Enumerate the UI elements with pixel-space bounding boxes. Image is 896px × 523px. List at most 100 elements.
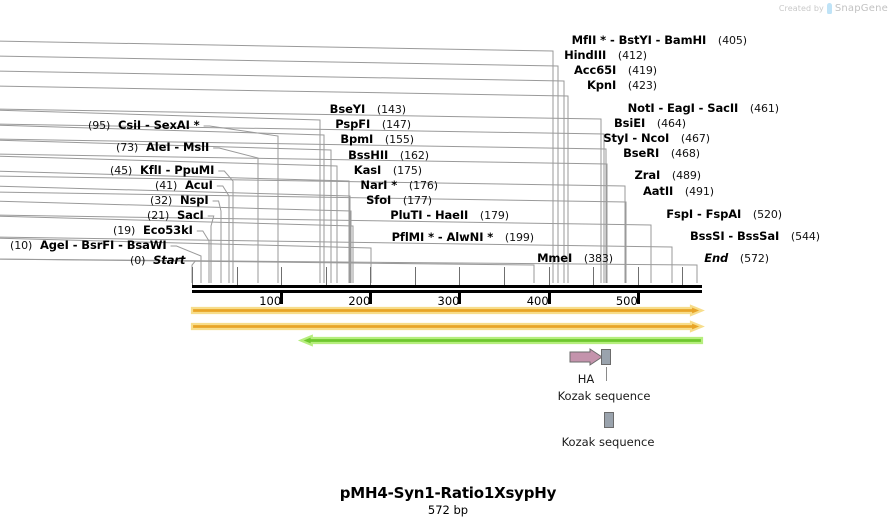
enzyme-position: (73) [116, 141, 139, 154]
enzyme-label-bseri[interactable]: BseRI (468) [0, 146, 700, 160]
enzyme-name: SexAI * [153, 118, 200, 132]
enzyme-name: ZraI [634, 168, 661, 182]
enzyme-name: PpuMI [174, 163, 215, 177]
enzyme-label-end[interactable]: End (572) [0, 252, 769, 265]
enzyme-name: KpnI [586, 78, 617, 92]
enzyme-position: (10) [10, 239, 33, 252]
enzyme-name: FspAI [705, 207, 742, 221]
ruler-guide-line [504, 267, 506, 285]
enzyme-label-start[interactable]: (0) Start [130, 253, 186, 267]
enzyme-label-nspi[interactable]: (32) NspI [150, 193, 209, 207]
enzyme-name-separator: - [422, 208, 435, 222]
enzyme-label-fspi-fspai[interactable]: FspI - FspAI (520) [0, 207, 782, 221]
enzyme-name-separator: - [434, 230, 447, 244]
ruler-guide-line [370, 267, 372, 285]
enzyme-label-mfli-bstyi-bamhi[interactable]: MfII * - BstYI - BamHI (405) [0, 33, 747, 47]
enzyme-position: (383) [583, 252, 613, 265]
enzyme-label-kpni[interactable]: KpnI (423) [0, 78, 657, 92]
enzyme-name: AlwNI * [446, 230, 494, 244]
ruler-tick-mark-300 [458, 293, 462, 304]
ruler-tick-label-300: 300 [437, 294, 460, 308]
enzyme-label-bpmi[interactable]: BpmI (155) [0, 133, 414, 146]
enzyme-position: (32) [150, 194, 173, 207]
enzyme-label-sfoi[interactable]: SfoI (177) [0, 193, 432, 207]
feature-track-track-2[interactable] [190, 320, 705, 333]
enzyme-position: (45) [110, 164, 133, 177]
feature-label-ha-feature: HA [577, 372, 595, 386]
enzyme-label-saci[interactable]: (21) SacI [147, 208, 204, 222]
enzyme-position: (175) [392, 164, 422, 177]
enzyme-name: AcuI [185, 178, 213, 192]
enzyme-position: (412) [617, 49, 647, 62]
enzyme-label-mmei[interactable]: MmeI (383) [0, 251, 613, 265]
enzyme-position: (572) [739, 252, 769, 265]
enzyme-label-styi-ncoi[interactable]: StyI - NcoI (467) [0, 132, 710, 144]
enzyme-name-separator: - [724, 229, 737, 243]
enzyme-label-aatii[interactable]: AatII (491) [0, 185, 714, 198]
enzyme-label-kfli-ppumi[interactable]: (45) KflI - PpuMI [110, 163, 215, 177]
feature-shape-ha-feature[interactable] [569, 348, 603, 366]
watermark-created-by-label: Created by [778, 4, 824, 13]
enzyme-label-zrai[interactable]: ZraI (489) [0, 168, 702, 182]
enzyme-label-bsssi-bsssai[interactable]: BssSI - BssSaI (544) [0, 229, 820, 243]
enzyme-position: (41) [155, 179, 178, 192]
feature-track-track-3[interactable] [297, 334, 704, 347]
enzyme-position: (491) [684, 185, 714, 198]
enzyme-label-bsiei[interactable]: BsiEI (464) [0, 117, 686, 130]
enzyme-label-bseyi[interactable]: BseYI (143) [0, 102, 406, 116]
enzyme-name: BseYI [329, 102, 366, 116]
enzyme-position: (155) [384, 133, 414, 146]
snapgene-watermark: Created by SnapGene [779, 3, 888, 14]
enzyme-name: AleI [146, 140, 171, 154]
enzyme-position: (176) [408, 179, 438, 192]
enzyme-name: KasI [353, 163, 382, 177]
enzyme-name: MmeI [537, 251, 573, 265]
enzyme-name: BssSaI [737, 229, 780, 243]
enzyme-name: BseRI [623, 146, 660, 160]
ruler-guide-line [548, 267, 550, 285]
enzyme-name: EagI [667, 101, 695, 115]
ruler-guide-line [192, 267, 193, 285]
enzyme-name: NspI [180, 193, 209, 207]
enzyme-name: HaeII [434, 208, 469, 222]
enzyme-label-pflmi-alwni[interactable]: PflMI * - AlwNI * (199) [0, 230, 535, 244]
feature-shape-kozak-upper[interactable] [601, 349, 611, 365]
enzyme-name: KflI [140, 163, 162, 177]
enzyme-label-csii-sexai[interactable]: (95) CsiI - SexAI * [88, 118, 200, 132]
enzyme-name: SacI [177, 208, 204, 222]
ruler-guide-line [325, 267, 327, 285]
ruler-tick-label-500: 500 [615, 294, 638, 308]
enzyme-label-eco53ki[interactable]: (19) Eco53kI [113, 224, 193, 236]
enzyme-label-pluti-haeii[interactable]: PluTI - HaeII (179) [0, 208, 509, 222]
enzyme-label-agei-bsrfi-bsawi[interactable]: (10) AgeI - BsrFI - BsaWI [10, 239, 167, 252]
enzyme-name: PspFI [335, 117, 371, 131]
enzyme-position: (461) [749, 102, 779, 115]
enzyme-name: HindIII [564, 48, 607, 62]
ruler-guide-line [236, 267, 238, 285]
ruler-tick-label-200: 200 [348, 294, 371, 308]
enzyme-name-separator: - [141, 118, 154, 132]
enzyme-label-alei-mslii[interactable]: (73) AleI - MslI [116, 140, 209, 154]
enzyme-label-acc65i[interactable]: Acc65I (419) [0, 63, 657, 77]
enzyme-label-kasi[interactable]: KasI (175) [0, 163, 422, 177]
enzyme-label-noti-eagi-sacii[interactable]: NotI - EagI - SacII (461) [0, 101, 779, 115]
enzyme-position: (179) [479, 209, 509, 222]
enzyme-label-bsshii[interactable]: BssHII (162) [0, 149, 429, 162]
enzyme-label-hindiii[interactable]: HindIII (412) [0, 48, 647, 62]
enzyme-label-nari[interactable]: NarI * (176) [0, 179, 438, 192]
enzyme-name: Start [153, 253, 186, 267]
feature-shape-kozak-lower[interactable] [604, 412, 614, 428]
enzyme-position: (162) [399, 149, 429, 162]
feature-track-track-1[interactable] [190, 304, 705, 317]
feature-label-kozak-upper: Kozak sequence [557, 389, 651, 403]
enzyme-position: (464) [656, 117, 686, 130]
enzyme-name: BamHI [664, 33, 707, 47]
enzyme-name: SfoI [366, 193, 392, 207]
enzyme-name: PluTI [390, 208, 423, 222]
enzyme-label-acui[interactable]: (41) AcuI [155, 178, 213, 192]
enzyme-name-separator: - [170, 140, 184, 154]
enzyme-name: SacII [707, 101, 739, 115]
enzyme-label-pspfi[interactable]: PspFI (147) [0, 117, 411, 131]
ruler-guide-line [593, 267, 595, 285]
enzyme-name: Acc65I [573, 63, 617, 77]
